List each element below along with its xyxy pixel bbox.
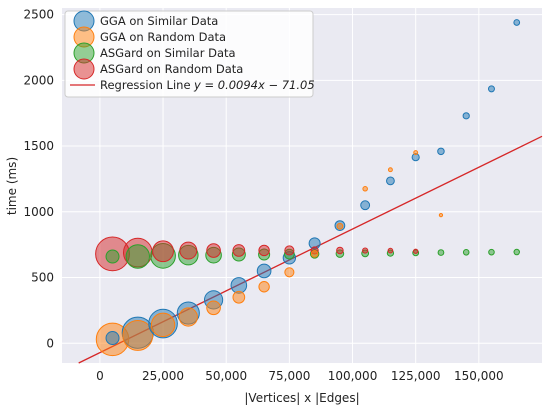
data-point-gga-on-random-data xyxy=(178,307,198,327)
x-tick-label: 50,000 xyxy=(205,369,247,383)
data-point-gga-on-similar-data xyxy=(360,200,371,211)
data-point-gga-on-random-data xyxy=(438,212,444,218)
data-point-asgard-on-random-data xyxy=(336,246,344,255)
data-point-gga-on-random-data xyxy=(362,186,368,192)
data-point-asgard-on-random-data xyxy=(206,243,221,258)
y-tick-label: 2000 xyxy=(23,73,54,87)
legend-label-regression: Regression Line xyxy=(100,78,191,92)
data-point-asgard-on-similar-data xyxy=(125,244,150,269)
x-tick-label: 0 xyxy=(96,369,104,383)
legend-label-gga-similar: GGA on Similar Data xyxy=(100,14,218,28)
x-tick-label: 100,000 xyxy=(328,369,378,383)
data-point-gga-on-similar-data xyxy=(105,331,120,346)
legend-box xyxy=(64,10,314,98)
x-axis-label: |Vertices| x |Edges| xyxy=(244,391,359,405)
data-point-asgard-on-random-data xyxy=(232,244,246,257)
data-point-gga-on-similar-data xyxy=(230,277,248,294)
data-point-gga-on-similar-data xyxy=(437,147,445,156)
y-axis-ticks: 0 500 1000 1500 2000 2500 xyxy=(23,8,54,351)
x-tick-label: 25,000 xyxy=(142,369,184,383)
data-point-asgard-on-similar-data xyxy=(513,248,520,256)
data-point-asgard-on-similar-data xyxy=(437,249,445,256)
y-tick-label: 1500 xyxy=(23,139,54,153)
x-axis-ticks: 0 25,000 50,000 75,000 100,000 125,000 150,000 xyxy=(96,369,504,383)
data-point-asgard-on-random-data xyxy=(284,245,295,256)
data-point-asgard-on-random-data xyxy=(387,247,394,254)
data-point-asgard-on-random-data xyxy=(362,247,369,254)
data-point-gga-on-random-data xyxy=(413,150,419,156)
y-axis-label: time (ms) xyxy=(5,157,19,215)
legend-label-gga-random: GGA on Random Data xyxy=(100,30,226,44)
data-point-gga-on-similar-data xyxy=(462,112,470,120)
data-point-gga-on-random-data xyxy=(206,300,221,316)
data-point-asgard-on-similar-data xyxy=(462,248,470,256)
data-point-gga-on-similar-data xyxy=(513,19,521,26)
data-point-asgard-on-similar-data xyxy=(105,249,120,264)
data-point-gga-on-random-data xyxy=(387,167,393,173)
data-point-gga-on-random-data xyxy=(150,312,176,338)
x-tick-label: 150,000 xyxy=(454,369,504,383)
legend: GGA on Similar Data GGA on Random Data A… xyxy=(64,10,315,98)
legend-label-asgard-random: ASGard on Random Data xyxy=(100,62,243,76)
legend-label-asgard-similar: ASGard on Similar Data xyxy=(100,46,236,60)
x-tick-label: 125,000 xyxy=(391,369,441,383)
data-point-gga-on-random-data xyxy=(310,250,319,258)
legend-regression-equation: y = 0.0094x − 71.05 xyxy=(193,78,315,92)
data-point-asgard-on-random-data xyxy=(413,248,419,254)
y-tick-label: 2500 xyxy=(23,8,54,22)
data-point-gga-on-similar-data xyxy=(256,263,272,279)
data-point-gga-on-random-data xyxy=(336,222,344,230)
data-point-asgard-on-random-data xyxy=(258,244,270,257)
y-tick-label: 500 xyxy=(31,271,54,285)
data-point-gga-on-random-data xyxy=(232,290,246,304)
data-point-gga-on-similar-data xyxy=(386,176,395,186)
data-point-asgard-on-similar-data xyxy=(488,248,495,256)
legend-marker-asgard-random xyxy=(73,58,95,80)
data-point-gga-on-random-data xyxy=(122,319,154,351)
data-point-asgard-on-random-data xyxy=(179,241,198,260)
x-tick-label: 75,000 xyxy=(268,369,310,383)
data-point-asgard-on-random-data xyxy=(152,240,174,263)
data-point-gga-on-random-data xyxy=(258,281,270,293)
data-point-gga-on-random-data xyxy=(284,267,295,278)
y-tick-label: 1000 xyxy=(23,205,54,219)
y-tick-label: 0 xyxy=(46,336,54,350)
data-point-gga-on-similar-data xyxy=(487,85,495,93)
points-layer xyxy=(95,19,521,357)
